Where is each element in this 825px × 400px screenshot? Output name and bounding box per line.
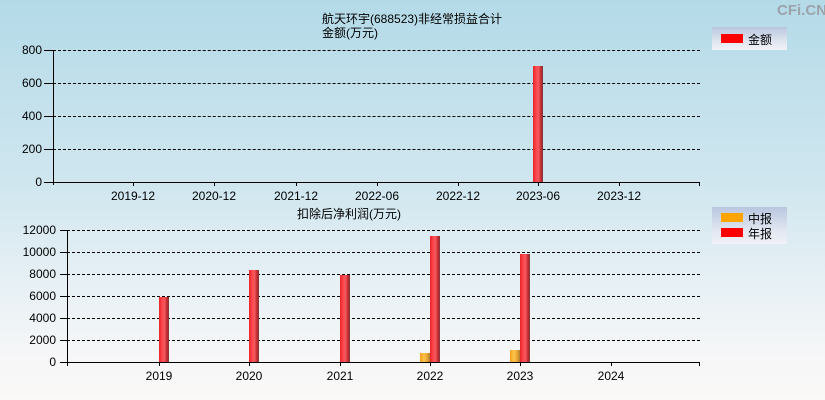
grid-line (67, 318, 700, 319)
grid-line (67, 296, 700, 297)
x-tick: 2023-06 (515, 189, 561, 203)
legend-swatch-annual (721, 228, 743, 237)
y-tickmark (60, 252, 67, 253)
y-tickmark (60, 318, 67, 319)
y-tickmark (44, 182, 53, 183)
x-tickmark (430, 362, 431, 366)
x-tick: 2024 (597, 369, 625, 383)
x-tick: 2022-06 (354, 189, 400, 203)
x-tick: 2020 (235, 369, 263, 383)
top-chart-subtitle: 金额(万元) (322, 26, 378, 40)
bar-annual-2020 (249, 270, 259, 362)
x-tickmark (538, 182, 539, 186)
x-axis-end (699, 182, 700, 186)
y-tickmark (60, 362, 67, 363)
y-tick: 0 (49, 355, 56, 369)
y-tick: 12000 (22, 223, 56, 237)
y-tick: 2000 (29, 333, 56, 347)
legend-swatch-interim (721, 213, 743, 222)
y-tick: 4000 (29, 311, 56, 325)
x-tickmark (249, 362, 250, 366)
y-tickmark (60, 274, 67, 275)
legend-label-annual: 年报 (748, 227, 773, 241)
y-tickmark (44, 50, 53, 51)
x-tick: 2022 (416, 369, 444, 383)
y-tick: 0 (35, 175, 42, 189)
bar-annual-2021 (340, 275, 350, 362)
x-tick: 2019-12 (110, 189, 156, 203)
x-tick: 2021-12 (273, 189, 319, 203)
y-tickmark (60, 230, 67, 231)
x-tickmark (458, 182, 459, 186)
x-tickmark (520, 362, 521, 366)
x-tickmark (619, 182, 620, 186)
legend-swatch-amount (721, 34, 743, 43)
y-tickmark (44, 83, 53, 84)
bar-amount-2023-06 (533, 66, 543, 182)
y-tick: 10000 (22, 245, 56, 259)
grid-line (53, 149, 700, 150)
y-tick: 8000 (29, 267, 56, 281)
y-axis (53, 50, 54, 185)
x-tick: 2022-12 (435, 189, 481, 203)
bar-interim-2022 (420, 353, 430, 362)
bar-annual-2023 (520, 254, 530, 362)
x-tick: 2019 (145, 369, 173, 383)
top-chart-legend: 金额 (712, 27, 787, 50)
x-tickmark (133, 182, 134, 186)
x-tickmark (159, 362, 160, 366)
x-axis (53, 182, 700, 183)
grid-line (67, 274, 700, 275)
x-tick: 2023-12 (596, 189, 642, 203)
x-tick: 2023 (506, 369, 534, 383)
y-tickmark (60, 340, 67, 341)
bar-annual-2019 (159, 297, 169, 362)
watermark-logo: CFi.CN (777, 2, 825, 19)
legend-label-amount: 金额 (748, 33, 773, 47)
grid-line (67, 252, 700, 253)
y-tickmark (60, 296, 67, 297)
legend-label-interim: 中报 (748, 212, 773, 226)
y-tickmark (44, 149, 53, 150)
bottom-chart-title: 扣除后净利润(万元) (297, 207, 401, 221)
x-tickmark (296, 182, 297, 186)
x-tickmark (377, 182, 378, 186)
x-tickmark (611, 362, 612, 366)
x-tick: 2020-12 (191, 189, 237, 203)
y-tick: 800 (21, 43, 42, 57)
bar-interim-2023 (510, 350, 520, 362)
x-tickmark (214, 182, 215, 186)
y-tickmark (44, 116, 53, 117)
grid-line (53, 116, 700, 117)
y-axis (67, 230, 68, 366)
grid-line (67, 340, 700, 341)
y-tick: 400 (21, 109, 42, 123)
grid-line (53, 50, 700, 51)
x-axis (67, 362, 700, 363)
x-tickmark (340, 362, 341, 366)
bar-annual-2022 (430, 236, 440, 362)
y-tick: 600 (21, 76, 42, 90)
y-tick: 6000 (29, 289, 56, 303)
top-chart-title: 航天环宇(688523)非经常损益合计 (322, 12, 503, 26)
grid-line (53, 83, 700, 84)
x-axis-end (699, 362, 700, 366)
bottom-chart-legend: 中报 年报 (712, 207, 787, 244)
y-tick: 200 (21, 142, 42, 156)
x-tick: 2021 (326, 369, 354, 383)
grid-line (67, 230, 700, 231)
